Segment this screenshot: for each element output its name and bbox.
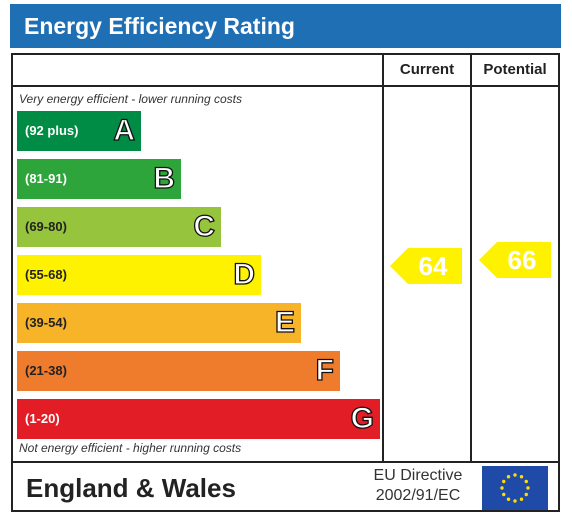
eu-star-icon: [519, 475, 524, 479]
column-header-current: Current: [399, 61, 455, 78]
eu-star-icon: [519, 497, 524, 501]
eu-star-icon: [502, 479, 506, 484]
band-g: (1-20) G: [17, 399, 380, 439]
eu-directive-line1: EU Directive: [373, 467, 463, 484]
band-letter: B: [153, 161, 176, 195]
chart-header: Energy Efficiency Rating: [10, 4, 561, 48]
eu-stars-icon: [500, 473, 530, 503]
current-rating-value: 64: [418, 251, 448, 281]
eu-star-icon: [513, 499, 517, 503]
band-a: (92 plus) A: [17, 111, 141, 151]
note-efficient: Very energy efficient - lower running co…: [19, 92, 242, 106]
divider-potential: [470, 53, 472, 463]
band-d: (55-68) D: [17, 255, 261, 295]
band-range: (1-20): [25, 411, 60, 426]
band-range: (55-68): [25, 267, 67, 282]
band-letter: G: [350, 401, 375, 435]
band-f: (21-38) F: [17, 351, 340, 391]
band-letter: C: [193, 209, 216, 243]
eu-star-icon: [513, 473, 517, 477]
eu-star-icon: [502, 492, 506, 497]
chart-title: Energy Efficiency Rating: [24, 13, 295, 39]
note-inefficient: Not energy efficient - higher running co…: [19, 441, 242, 455]
current-rating-arrow: 64: [390, 248, 462, 284]
header-row-divider: [11, 85, 560, 87]
rating-table: [11, 53, 560, 512]
potential-rating-arrow: 66: [479, 242, 551, 278]
band-letter: E: [274, 305, 295, 339]
eu-star-icon: [506, 475, 511, 479]
band-letter: F: [315, 353, 335, 387]
column-header-potential: Potential: [483, 61, 547, 78]
eu-star-icon: [506, 497, 511, 501]
region-label: England & Wales: [26, 473, 236, 503]
divider-current: [382, 53, 384, 463]
band-e: (39-54) E: [17, 303, 301, 343]
potential-rating-value: 66: [507, 245, 537, 275]
band-range: (21-38): [25, 363, 67, 378]
band-letter: D: [233, 257, 256, 291]
band-letter: A: [113, 113, 136, 147]
band-range: (81-91): [25, 171, 67, 186]
eu-star-icon: [524, 492, 528, 497]
footer-row-divider: [11, 461, 560, 463]
eu-star-icon: [500, 486, 504, 490]
band-range: (92 plus): [25, 123, 79, 138]
eu-star-icon: [524, 479, 528, 484]
band-range: (39-54): [25, 315, 67, 330]
band-b: (81-91) B: [17, 159, 181, 199]
eu-directive-line2: 2002/91/EC: [375, 487, 461, 504]
eu-directive: EU Directive 2002/91/EC: [362, 466, 474, 506]
band-range: (69-80): [25, 219, 67, 234]
eu-star-icon: [526, 486, 530, 490]
eu-flag-icon: [482, 466, 548, 510]
band-c: (69-80) C: [17, 207, 221, 247]
